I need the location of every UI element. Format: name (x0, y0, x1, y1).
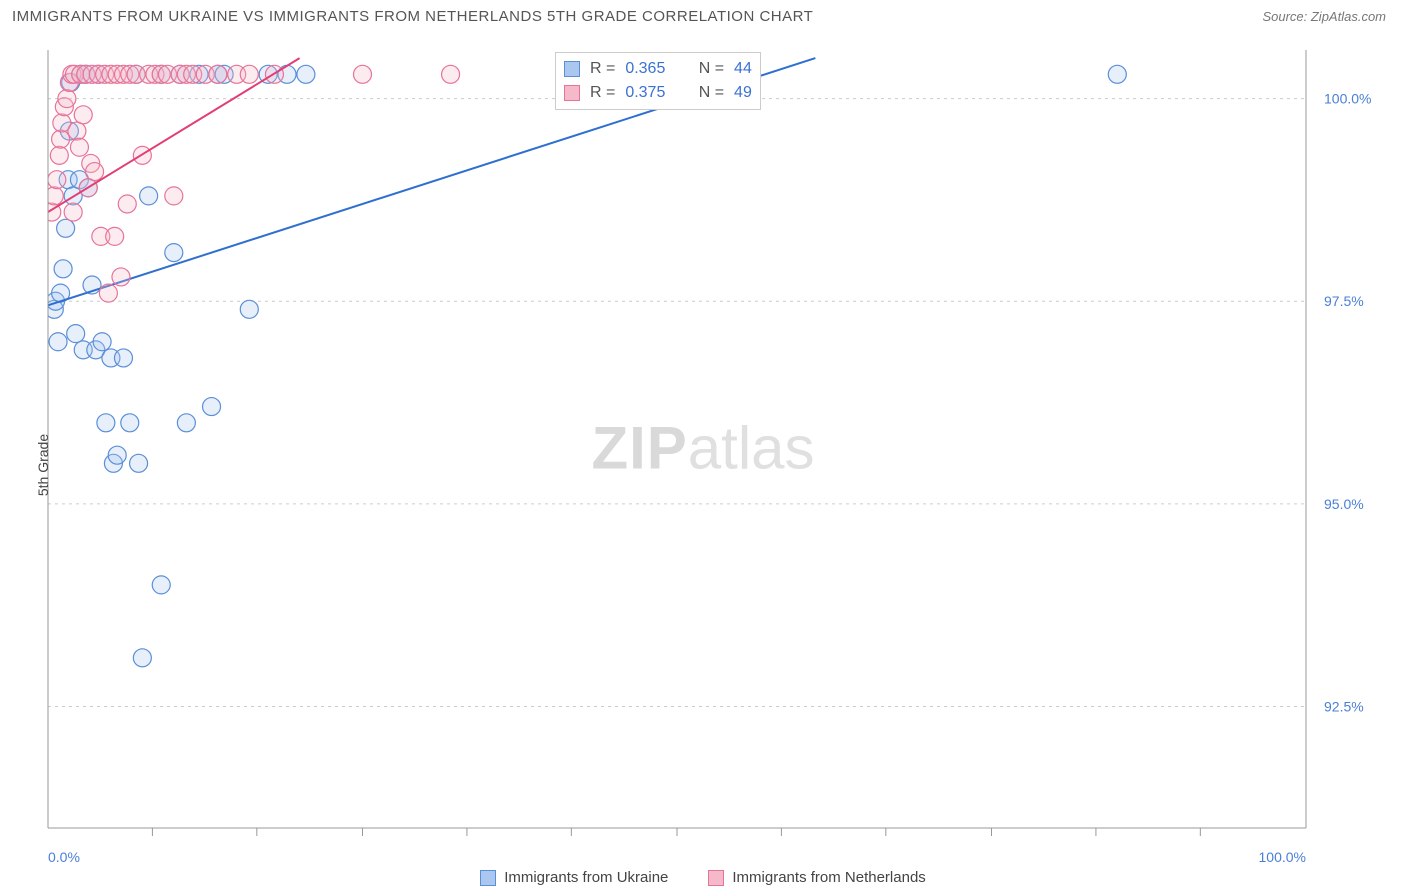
legend-bottom: Immigrants from Ukraine Immigrants from N… (0, 869, 1406, 886)
data-point (177, 414, 195, 432)
data-point (93, 333, 111, 351)
data-point (64, 203, 82, 221)
data-point (203, 398, 221, 416)
x-tick-label: 100.0% (1259, 849, 1306, 865)
legend-label: Immigrants from Ukraine (504, 869, 668, 886)
title-bar: IMMIGRANTS FROM UKRAINE VS IMMIGRANTS FR… (0, 0, 1406, 33)
data-point (140, 187, 158, 205)
chart-title: IMMIGRANTS FROM UKRAINE VS IMMIGRANTS FR… (12, 8, 813, 25)
data-point (67, 325, 85, 343)
data-point (58, 90, 76, 108)
stat-row: R = 0.375 N = 49 (564, 81, 752, 105)
y-tick-label: 92.5% (1324, 698, 1364, 714)
legend-item: Immigrants from Ukraine (480, 869, 668, 886)
data-point (209, 65, 227, 83)
y-tick-label: 97.5% (1324, 293, 1364, 309)
data-point (50, 146, 68, 164)
data-point (165, 244, 183, 262)
stat-row: R = 0.365 N = 44 (564, 57, 752, 81)
legend-swatch (480, 870, 496, 886)
data-point (240, 65, 258, 83)
data-point (297, 65, 315, 83)
data-point (133, 649, 151, 667)
data-point (121, 414, 139, 432)
legend-label: Immigrants from Netherlands (732, 869, 925, 886)
data-point (442, 65, 460, 83)
data-point (165, 187, 183, 205)
data-point (97, 414, 115, 432)
stat-swatch (564, 61, 580, 77)
source-link[interactable]: Source: ZipAtlas.com (1262, 9, 1386, 24)
y-axis-label: 5th Grade (35, 434, 51, 496)
chart-area: 5th Grade ZIPatlas 92.5%95.0%97.5%100.0%… (0, 38, 1406, 892)
y-tick-label: 100.0% (1324, 91, 1371, 107)
data-point (54, 260, 72, 278)
legend-item: Immigrants from Netherlands (708, 869, 925, 886)
data-point (1108, 65, 1126, 83)
data-point (240, 300, 258, 318)
data-point (48, 171, 66, 189)
legend-swatch (708, 870, 724, 886)
data-point (106, 227, 124, 245)
x-tick-label: 0.0% (48, 849, 80, 865)
data-point (354, 65, 372, 83)
data-point (52, 130, 70, 148)
data-point (152, 576, 170, 594)
scatter-chart: 92.5% 95.0% 97.5% 100.0% 0.0% 100.0% (0, 38, 1406, 892)
data-point (108, 446, 126, 464)
data-point (130, 454, 148, 472)
data-point (114, 349, 132, 367)
data-point (118, 195, 136, 213)
data-point (86, 163, 104, 181)
data-point (112, 268, 130, 286)
data-point (74, 106, 92, 124)
stat-swatch (564, 85, 580, 101)
y-tick-label: 95.0% (1324, 496, 1364, 512)
data-point (99, 284, 117, 302)
data-point (49, 333, 67, 351)
data-point (70, 138, 88, 156)
stat-legend: R = 0.365 N = 44R = 0.375 N = 49 (555, 52, 761, 110)
data-point (68, 122, 86, 140)
data-point (57, 219, 75, 237)
